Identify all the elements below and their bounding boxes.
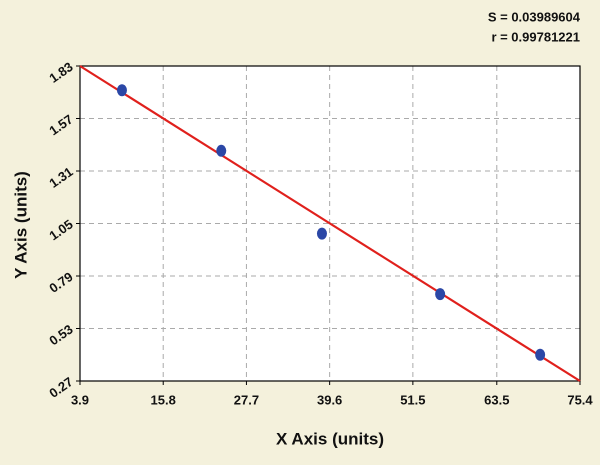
annotation: S = 0.03989604 — [488, 9, 581, 24]
x-tick-label: 63.5 — [484, 392, 509, 407]
annotation: r = 0.99781221 — [491, 29, 580, 44]
x-axis-title: X Axis (units) — [276, 429, 384, 448]
x-tick-label: 3.9 — [71, 392, 89, 407]
fit-line — [79, 65, 581, 382]
y-axis-title: Y Axis (units) — [11, 171, 30, 279]
data-point — [116, 84, 127, 97]
data-point — [435, 288, 446, 301]
data-point — [535, 348, 546, 361]
data-point — [316, 227, 327, 240]
data-point — [216, 144, 227, 157]
plot-frame — [79, 65, 581, 382]
x-tick-label: 27.7 — [234, 392, 259, 407]
x-tick-label: 15.8 — [151, 392, 176, 407]
x-tick-label: 75.4 — [567, 392, 593, 407]
x-tick-label: 51.5 — [400, 392, 425, 407]
x-tick-label: 39.6 — [317, 392, 342, 407]
